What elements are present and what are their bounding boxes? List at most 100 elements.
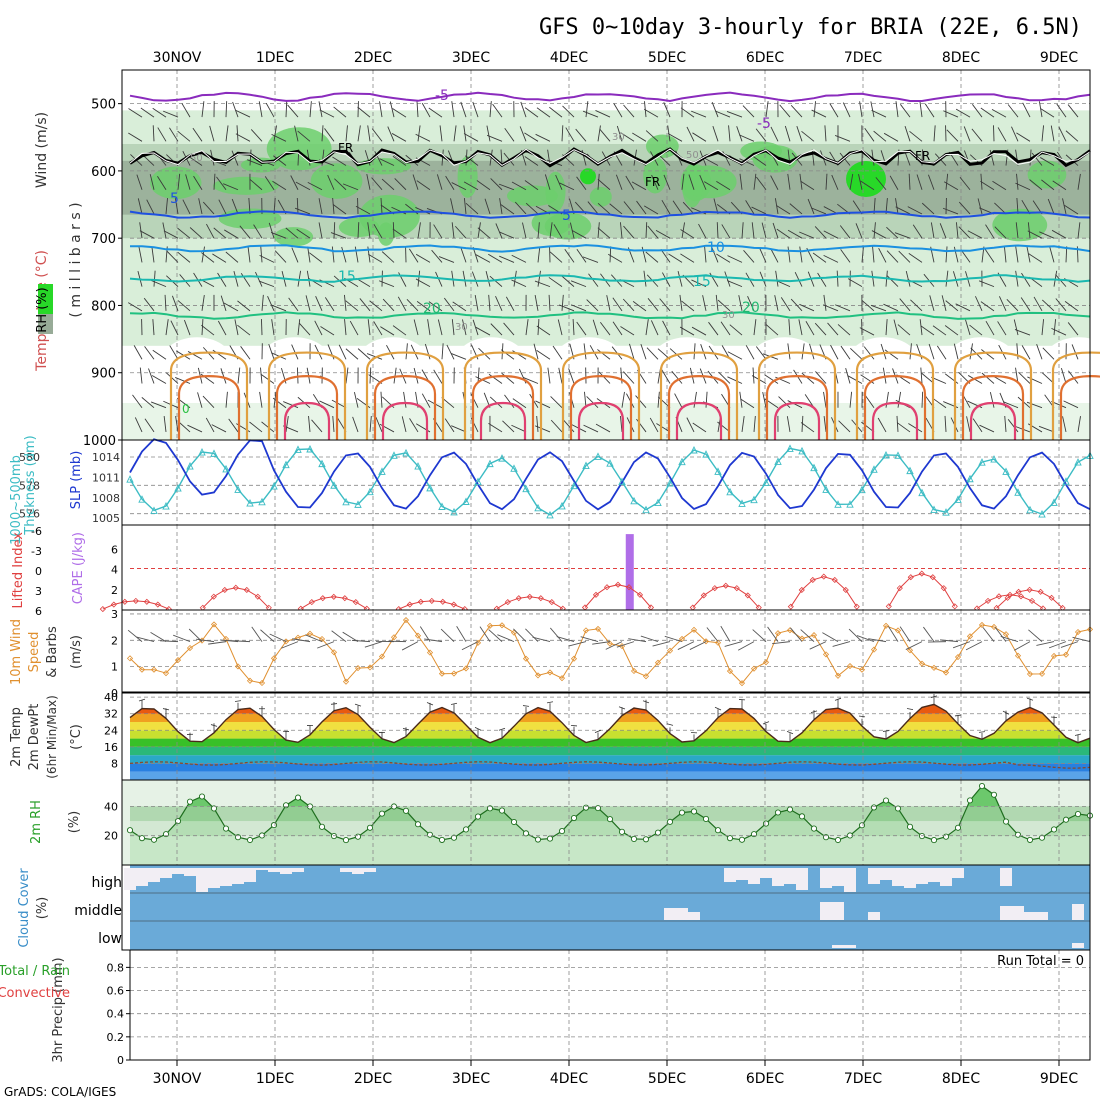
isotherm-label: 10 xyxy=(707,240,725,256)
wind-barb xyxy=(488,373,503,384)
pbl-contour xyxy=(969,401,1017,440)
rh-blob xyxy=(457,156,478,198)
wind-barb xyxy=(205,417,215,433)
wind-barb xyxy=(188,156,203,166)
wind-barb xyxy=(550,419,563,433)
wind-barb xyxy=(519,126,527,142)
wind-barb xyxy=(475,254,491,263)
thickness-point xyxy=(750,495,758,504)
wind-barb xyxy=(311,419,323,433)
wind-barb xyxy=(836,270,839,287)
wind-barb xyxy=(285,227,299,239)
thickness-point xyxy=(822,485,830,493)
panel-grid xyxy=(130,780,1090,865)
wind-barb xyxy=(333,106,347,118)
surface-barb xyxy=(868,638,887,643)
wind-barb xyxy=(549,222,553,239)
wind-barb xyxy=(357,125,361,142)
wind-point xyxy=(978,621,986,629)
wind-barb xyxy=(421,102,431,118)
high-cloud-bar xyxy=(952,868,964,878)
surface-barb xyxy=(640,635,659,643)
thickness-point xyxy=(918,488,926,497)
rh-point xyxy=(1002,818,1010,825)
rh-band xyxy=(130,835,1090,865)
cloud-cover-panel: high middle low Cloud Cover (%) xyxy=(17,864,1091,951)
rh-axis-title: RH (%) xyxy=(35,287,50,332)
rh-point xyxy=(174,818,182,825)
wind-barb xyxy=(182,199,191,215)
thickness-axis-title: Thickness (dm) xyxy=(23,435,38,535)
footer-credit: GrADS: COLA/IGES xyxy=(4,1085,116,1099)
wind-barb xyxy=(787,173,791,190)
rh-point xyxy=(642,836,650,843)
low-cloud-bar xyxy=(844,945,856,948)
thickness-point xyxy=(318,459,326,468)
surface-barb xyxy=(800,629,815,642)
high-cloud-bar xyxy=(148,868,160,882)
wind-barb xyxy=(1047,198,1055,215)
surface-barb xyxy=(677,641,695,650)
wind-barb xyxy=(201,252,215,263)
wind-barb xyxy=(1028,253,1043,263)
surface-barb xyxy=(231,640,251,643)
minmax-cap xyxy=(1026,697,1034,701)
wind-barb xyxy=(319,400,335,409)
wind-barb xyxy=(331,399,347,409)
pbl-contour xyxy=(463,351,543,440)
wind-barb xyxy=(599,128,611,142)
surface-barb xyxy=(767,626,779,642)
wind-barb xyxy=(896,422,911,433)
wind-barb xyxy=(770,248,779,263)
panel-background xyxy=(122,610,1090,693)
rh-clear xyxy=(457,337,525,382)
thickness-point xyxy=(1062,477,1070,485)
wind-barb xyxy=(1040,108,1055,118)
li-point xyxy=(733,585,740,592)
wind-barb xyxy=(924,103,935,118)
li-point xyxy=(809,576,816,584)
wind-barb xyxy=(536,325,551,336)
wind-barb xyxy=(971,128,983,142)
wind-barb xyxy=(373,224,383,239)
wind-barb xyxy=(224,229,239,239)
wind-barb xyxy=(318,198,323,215)
wind-barb xyxy=(994,226,1007,239)
minmax-cap xyxy=(474,727,482,731)
high-cloud-bar xyxy=(784,868,796,884)
wind-barb xyxy=(451,101,455,118)
rh-point xyxy=(1026,836,1034,843)
date-label: 4DEC xyxy=(550,50,589,66)
wind-barb xyxy=(800,422,815,433)
wind-barb xyxy=(367,125,371,142)
thickness-point xyxy=(942,508,950,516)
wind-barb xyxy=(151,280,167,288)
panel3-axis-title: Lifted Index CAPE (J/kg) xyxy=(11,532,86,609)
wind-barb xyxy=(762,391,767,408)
wind-barb xyxy=(137,198,143,215)
wind-barb xyxy=(409,248,419,263)
wind-barb xyxy=(705,391,708,408)
surface-barb xyxy=(848,628,863,642)
wind-barb xyxy=(921,391,924,408)
wind-barb xyxy=(379,101,383,118)
wind-barb xyxy=(225,391,228,408)
li-point xyxy=(308,599,315,606)
wind-point xyxy=(234,663,242,670)
panel1-axis-title: Wind (m/s) Temperature (°C) RH (%) ( m i… xyxy=(34,112,84,372)
date-label: 2DEC xyxy=(354,1071,393,1087)
wind-point xyxy=(666,647,674,654)
rh-clear xyxy=(947,337,1015,382)
wind-barb xyxy=(681,173,685,190)
rh-point xyxy=(678,809,686,816)
wind-barb xyxy=(475,326,491,336)
wind-point xyxy=(378,653,386,660)
wind-barb xyxy=(845,367,851,384)
wind-barb xyxy=(774,295,779,311)
li-line xyxy=(996,589,1063,609)
wind-barb xyxy=(1029,149,1032,166)
wind-barb xyxy=(151,375,167,384)
pbl-contour xyxy=(373,374,437,440)
surface-barb xyxy=(899,626,911,642)
date-label: 30NOV xyxy=(153,50,202,66)
